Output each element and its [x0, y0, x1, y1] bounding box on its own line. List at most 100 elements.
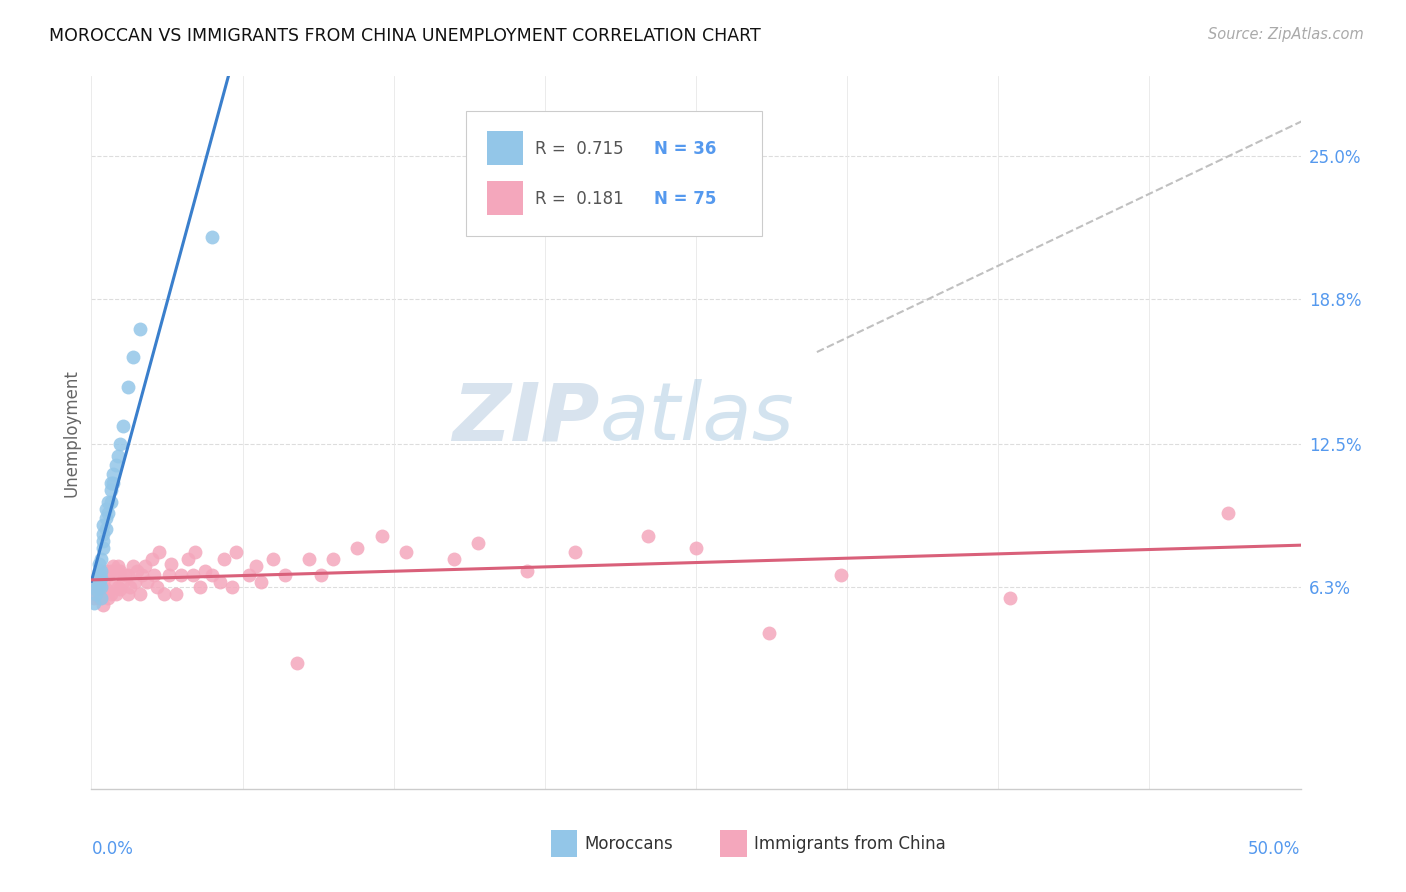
Point — [117, 568, 139, 582]
FancyBboxPatch shape — [551, 830, 578, 857]
Point — [87, 580, 110, 594]
Point — [298, 552, 321, 566]
Point — [111, 575, 134, 590]
Point — [194, 564, 217, 578]
Point — [201, 230, 224, 244]
Text: R =  0.181: R = 0.181 — [536, 190, 624, 208]
Text: atlas: atlas — [599, 379, 794, 458]
Point — [443, 552, 465, 566]
Point — [153, 587, 176, 601]
Point — [90, 564, 112, 578]
Point — [84, 582, 107, 596]
Text: N = 36: N = 36 — [654, 140, 716, 158]
Point — [101, 476, 124, 491]
Point — [87, 575, 110, 590]
Point — [110, 582, 132, 596]
Text: ZIP: ZIP — [451, 379, 599, 458]
Point — [685, 541, 707, 555]
Point — [141, 552, 163, 566]
Point — [97, 506, 120, 520]
Point — [221, 580, 243, 594]
Point — [100, 494, 122, 508]
Point — [83, 591, 105, 606]
Point — [395, 545, 418, 559]
Point — [104, 458, 127, 472]
Point — [124, 575, 146, 590]
Point — [285, 656, 308, 670]
Point — [143, 568, 166, 582]
Point — [107, 559, 129, 574]
Point — [165, 587, 187, 601]
Point — [110, 564, 132, 578]
Point — [225, 545, 247, 559]
Point — [322, 552, 344, 566]
Point — [516, 564, 538, 578]
Point — [201, 568, 224, 582]
Point — [120, 580, 142, 594]
Point — [184, 545, 207, 559]
Text: N = 75: N = 75 — [654, 190, 716, 208]
Point — [110, 437, 132, 451]
Point — [107, 449, 129, 463]
Point — [245, 559, 267, 574]
Point — [117, 587, 139, 601]
Text: Moroccans: Moroccans — [585, 835, 673, 853]
Point — [84, 575, 107, 590]
Point — [90, 587, 112, 601]
Point — [100, 587, 122, 601]
Point — [188, 580, 211, 594]
Point — [274, 568, 297, 582]
Point — [93, 599, 115, 613]
Point — [181, 568, 204, 582]
Point — [101, 467, 124, 481]
Point — [121, 559, 143, 574]
Point — [101, 559, 124, 574]
Point — [90, 552, 112, 566]
Text: 0.0%: 0.0% — [91, 840, 134, 858]
Point — [111, 418, 134, 433]
Point — [145, 580, 167, 594]
Point — [160, 557, 183, 571]
Point — [87, 571, 110, 585]
Point — [249, 575, 271, 590]
Text: Immigrants from China: Immigrants from China — [754, 835, 946, 853]
Point — [131, 568, 153, 582]
Point — [117, 379, 139, 393]
Point — [127, 564, 149, 578]
Text: R =  0.715: R = 0.715 — [536, 140, 624, 158]
Point — [90, 591, 112, 606]
FancyBboxPatch shape — [486, 131, 523, 165]
Point — [346, 541, 368, 555]
Point — [136, 575, 159, 590]
Text: Source: ZipAtlas.com: Source: ZipAtlas.com — [1208, 27, 1364, 42]
Point — [94, 522, 117, 536]
Point — [100, 564, 122, 578]
Point — [90, 571, 112, 585]
Point — [134, 559, 156, 574]
Point — [94, 564, 117, 578]
Point — [238, 568, 260, 582]
Point — [94, 510, 117, 524]
Point — [128, 322, 150, 336]
FancyBboxPatch shape — [720, 830, 747, 857]
Point — [93, 575, 115, 590]
Point — [97, 494, 120, 508]
Point — [1216, 506, 1239, 520]
Point — [1000, 591, 1022, 606]
Point — [83, 596, 105, 610]
Point — [309, 568, 332, 582]
FancyBboxPatch shape — [467, 112, 762, 236]
Point — [104, 564, 127, 578]
FancyBboxPatch shape — [486, 181, 523, 215]
Point — [467, 536, 489, 550]
Point — [93, 527, 115, 541]
Point — [100, 483, 122, 498]
Point — [94, 501, 117, 516]
Point — [114, 568, 136, 582]
Point — [84, 587, 107, 601]
Point — [128, 587, 150, 601]
Point — [177, 552, 200, 566]
Point — [370, 529, 392, 543]
Point — [87, 591, 110, 606]
Point — [94, 582, 117, 596]
